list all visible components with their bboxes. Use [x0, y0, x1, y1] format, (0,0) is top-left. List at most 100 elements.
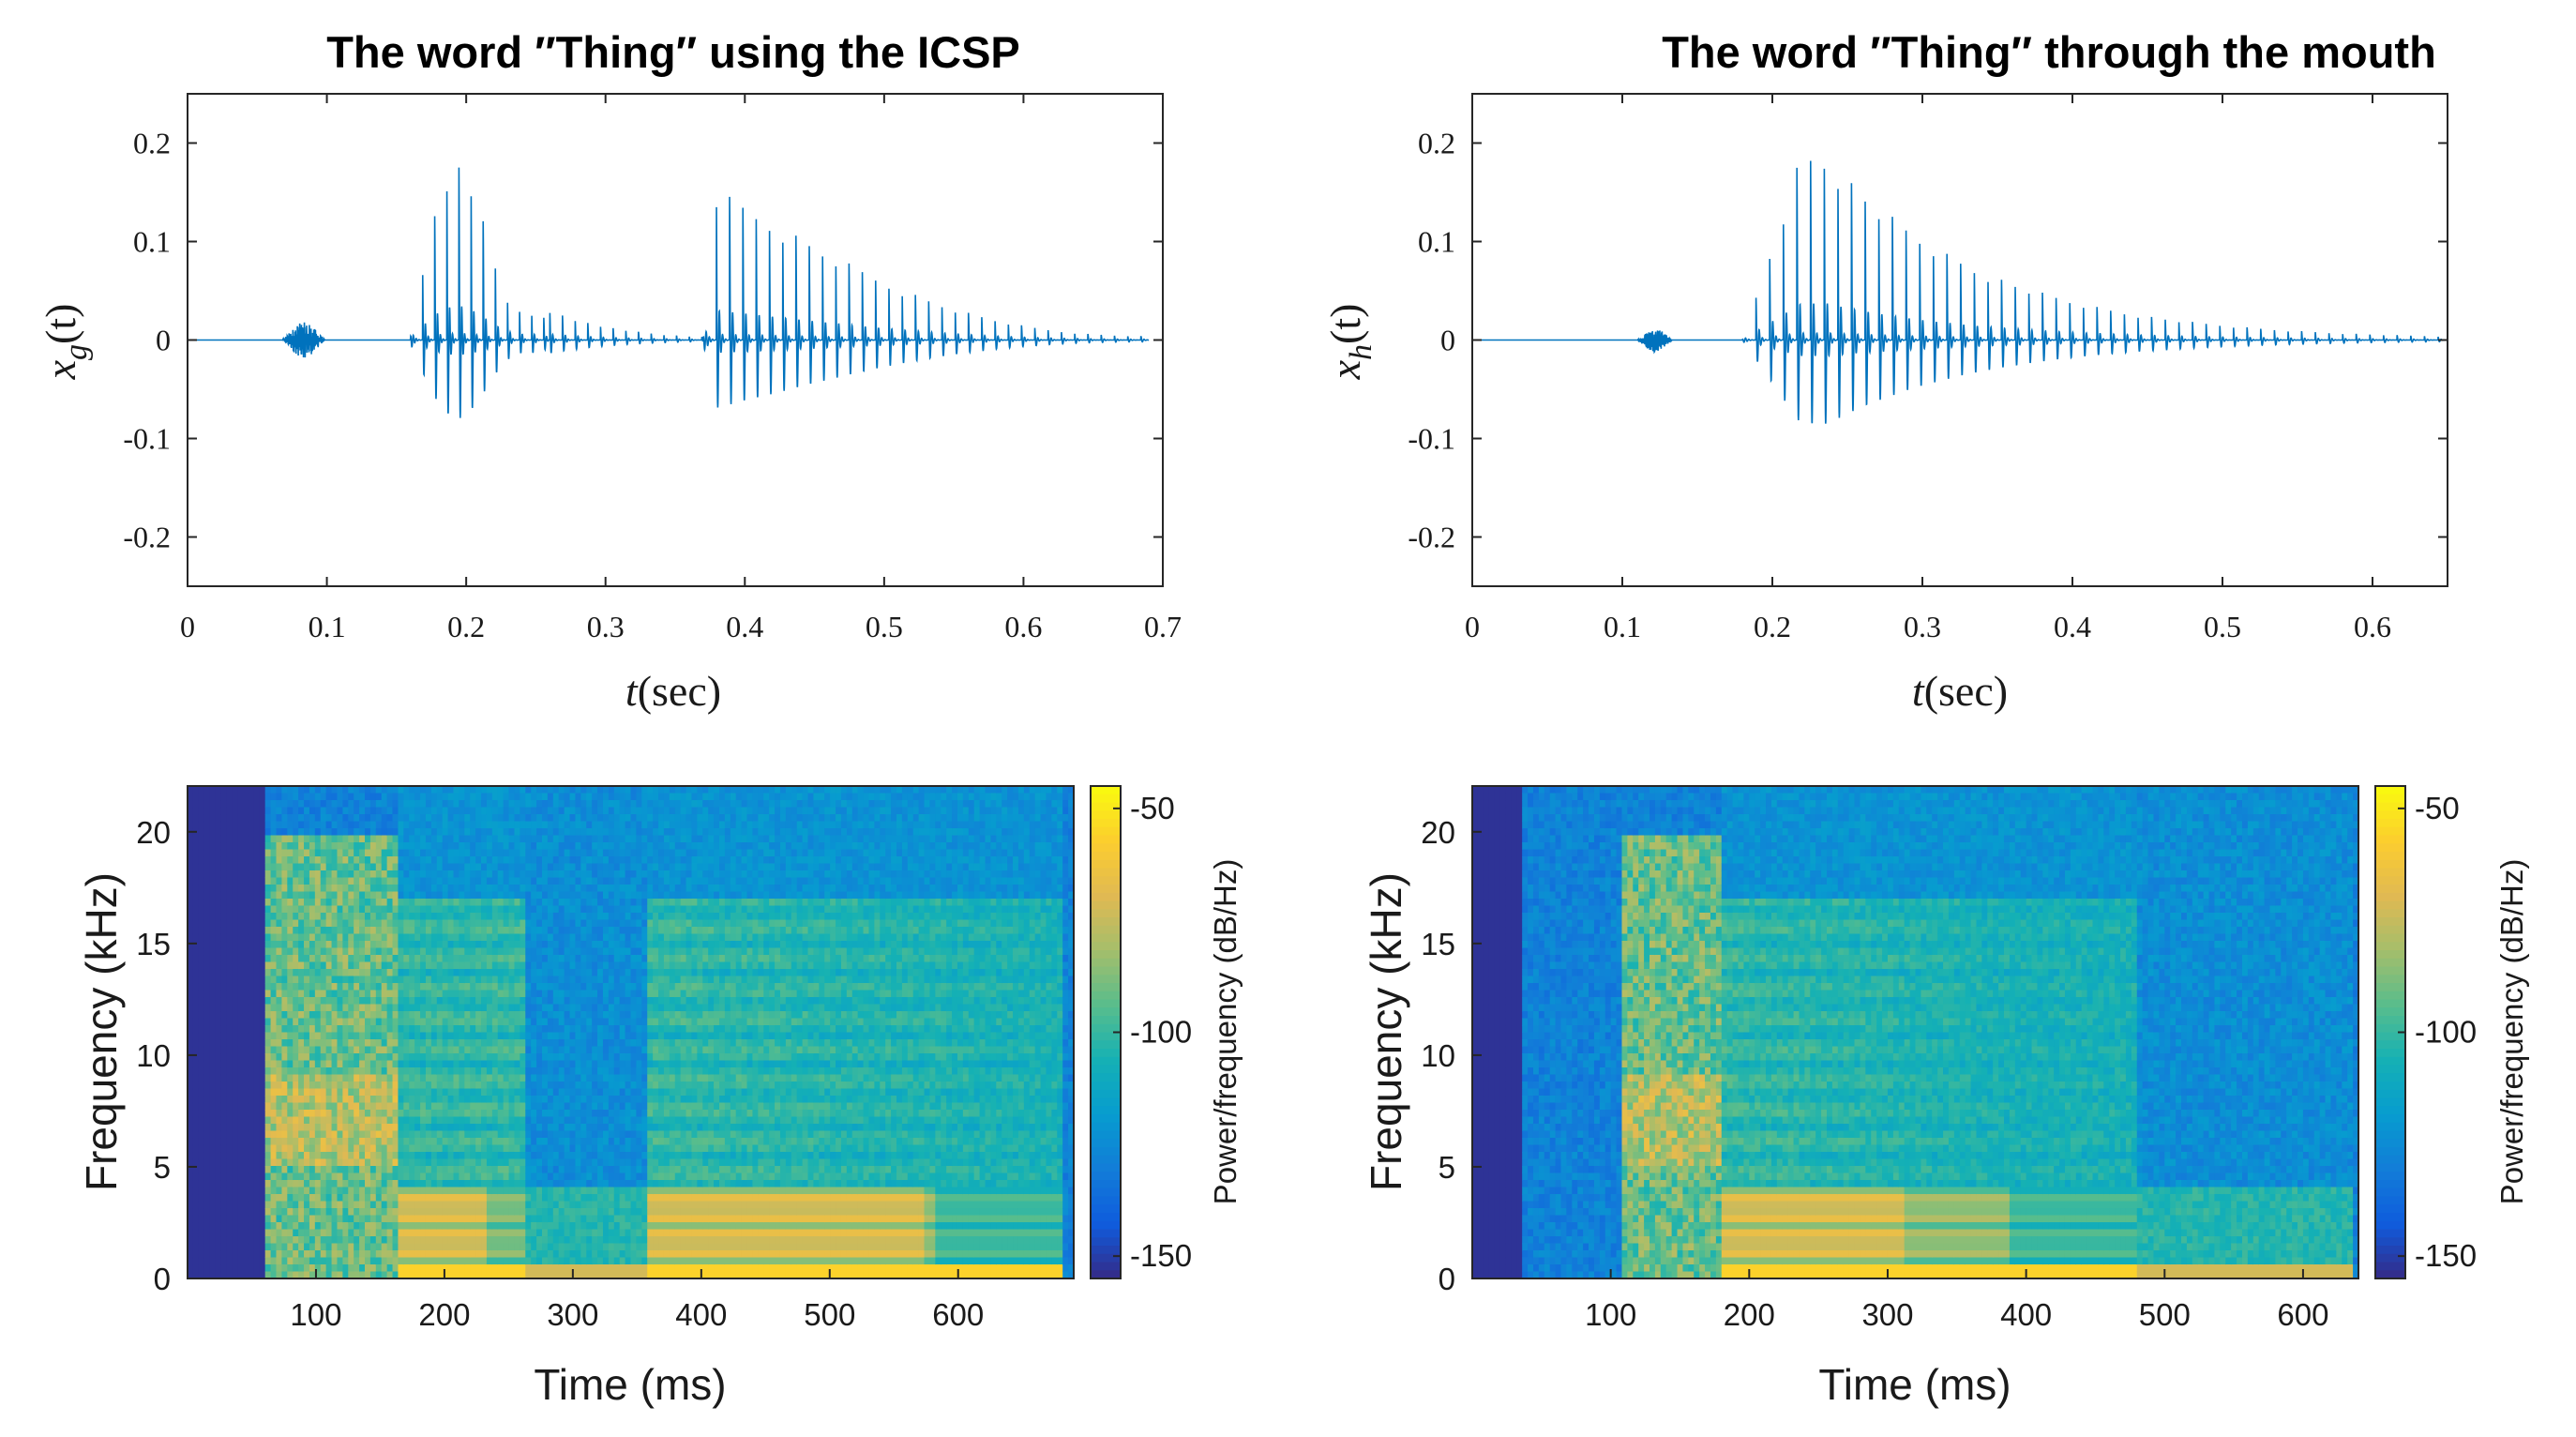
- spectrogram-cell: [320, 885, 327, 893]
- spectrogram-cell: [525, 1060, 532, 1068]
- spectrogram-cell: [420, 955, 427, 963]
- spectrogram-cell: [398, 786, 404, 794]
- spectrogram-cell: [381, 877, 388, 885]
- spectrogram-cell: [237, 1074, 244, 1082]
- spectrogram-cell: [520, 1004, 526, 1012]
- spectrogram-cell: [365, 1152, 371, 1160]
- spectrogram-cell: [270, 856, 278, 865]
- spectrogram-cell: [569, 1144, 577, 1153]
- spectrogram-cell: [298, 1053, 305, 1062]
- spectrogram-cell: [447, 905, 455, 914]
- spectrogram-cell: [491, 1011, 499, 1020]
- spectrogram-cell: [209, 1201, 217, 1209]
- spectrogram-cell: [531, 1053, 537, 1062]
- spectrogram-cell: [386, 821, 394, 829]
- spectrogram-cell: [309, 961, 316, 970]
- spectrogram-cell: [320, 997, 327, 1006]
- spectrogram-cell: [226, 1250, 233, 1259]
- spectrogram-cell: [298, 1222, 305, 1231]
- spectrogram-cell: [348, 1124, 354, 1132]
- spectrogram-cell: [365, 1215, 371, 1223]
- spectrogram-cell: [270, 1208, 278, 1217]
- spectrogram-cell: [243, 1236, 249, 1245]
- spectrogram-cell: [542, 800, 549, 809]
- spectrogram-cell: [215, 1264, 222, 1273]
- spectrogram-cell: [369, 1074, 377, 1082]
- spectrogram-cell: [459, 842, 465, 851]
- spectrogram-cell: [198, 990, 205, 998]
- spectrogram-cell: [552, 1180, 560, 1188]
- spectrogram-cell: [442, 997, 449, 1006]
- spectrogram-cell: [264, 1158, 272, 1167]
- spectrogram-cell: [414, 786, 421, 794]
- spectrogram-cell: [514, 1025, 520, 1034]
- spectrogram-cell: [464, 1116, 471, 1125]
- spectrogram-cell: [464, 1158, 471, 1167]
- spectrogram-cell: [564, 1102, 571, 1111]
- spectrogram-cell: [270, 821, 278, 829]
- spectrogram-cell: [276, 1138, 283, 1146]
- spectrogram-cell: [552, 1236, 560, 1245]
- spectrogram-cell: [436, 1187, 444, 1195]
- spectrogram-cell: [398, 969, 404, 977]
- spectrogram-cell: [203, 1130, 211, 1139]
- spectrogram-cell: [381, 1138, 388, 1146]
- spectrogram-cell: [209, 1053, 217, 1062]
- spectrogram-cell: [475, 913, 482, 921]
- spectrogram-cell: [203, 927, 211, 935]
- spectrogram-cell: [453, 842, 460, 851]
- spectrogram-cell: [232, 849, 238, 857]
- spectrogram-cell: [508, 849, 516, 857]
- spectrogram-cell: [293, 793, 299, 801]
- spectrogram-cell: [430, 1166, 438, 1174]
- spectrogram-cell: [442, 1158, 449, 1167]
- spectrogram-cell: [188, 1243, 194, 1251]
- spectrogram-cell: [342, 1138, 349, 1146]
- spectrogram-cell: [337, 1110, 343, 1118]
- spectrogram-cell: [359, 1257, 366, 1265]
- spectrogram-cell: [215, 821, 222, 829]
- spectrogram-cell: [531, 955, 537, 963]
- spectrogram-cell: [552, 1144, 560, 1153]
- spectrogram-cell: [398, 1250, 404, 1259]
- spectrogram-cell: [348, 1215, 354, 1223]
- spectrogram-cell: [215, 947, 222, 956]
- spectrogram-cell: [414, 891, 421, 900]
- spectrogram-cell: [520, 1011, 526, 1020]
- spectrogram-cell: [514, 1201, 520, 1209]
- spectrogram-cell: [558, 1074, 565, 1082]
- spectrogram-cell: [497, 870, 505, 879]
- spectrogram-cell: [497, 1039, 505, 1048]
- spectrogram-cell: [464, 835, 471, 843]
- spectrogram-cell: [253, 1046, 261, 1054]
- spectrogram-cell: [287, 863, 294, 871]
- spectrogram-cell: [215, 955, 222, 963]
- spectrogram-cell: [248, 842, 255, 851]
- spectrogram-cell: [226, 983, 233, 991]
- spectrogram-cell: [475, 856, 482, 865]
- spectrogram-cell: [253, 1152, 261, 1160]
- spectrogram-cell: [270, 969, 278, 977]
- spectrogram-cell: [508, 1201, 516, 1209]
- spectrogram-cell: [531, 800, 537, 809]
- spectrogram-cell: [409, 1229, 415, 1237]
- spectrogram-cell: [309, 863, 316, 871]
- spectrogram-cell: [232, 955, 238, 963]
- spectrogram-cell: [503, 1158, 510, 1167]
- spectrogram-cell: [337, 1074, 343, 1082]
- spectrogram-cell: [331, 1243, 339, 1251]
- spectrogram-cell: [491, 1110, 499, 1118]
- spectrogram-cell: [276, 1039, 283, 1048]
- spectrogram-cell: [226, 933, 233, 942]
- spectrogram-cell: [276, 1046, 283, 1054]
- spectrogram-cell: [514, 1250, 520, 1259]
- spectrogram-cell: [547, 1187, 554, 1195]
- spectrogram-cell: [520, 1194, 526, 1203]
- spectrogram-cell: [403, 919, 410, 928]
- spectrogram-cell: [304, 1032, 310, 1040]
- spectrogram-cell: [430, 905, 438, 914]
- spectrogram-cell: [536, 1130, 543, 1139]
- spectrogram-cell: [337, 1222, 343, 1231]
- spectrogram-cell: [359, 1025, 366, 1034]
- spectrogram-cell: [369, 1116, 377, 1125]
